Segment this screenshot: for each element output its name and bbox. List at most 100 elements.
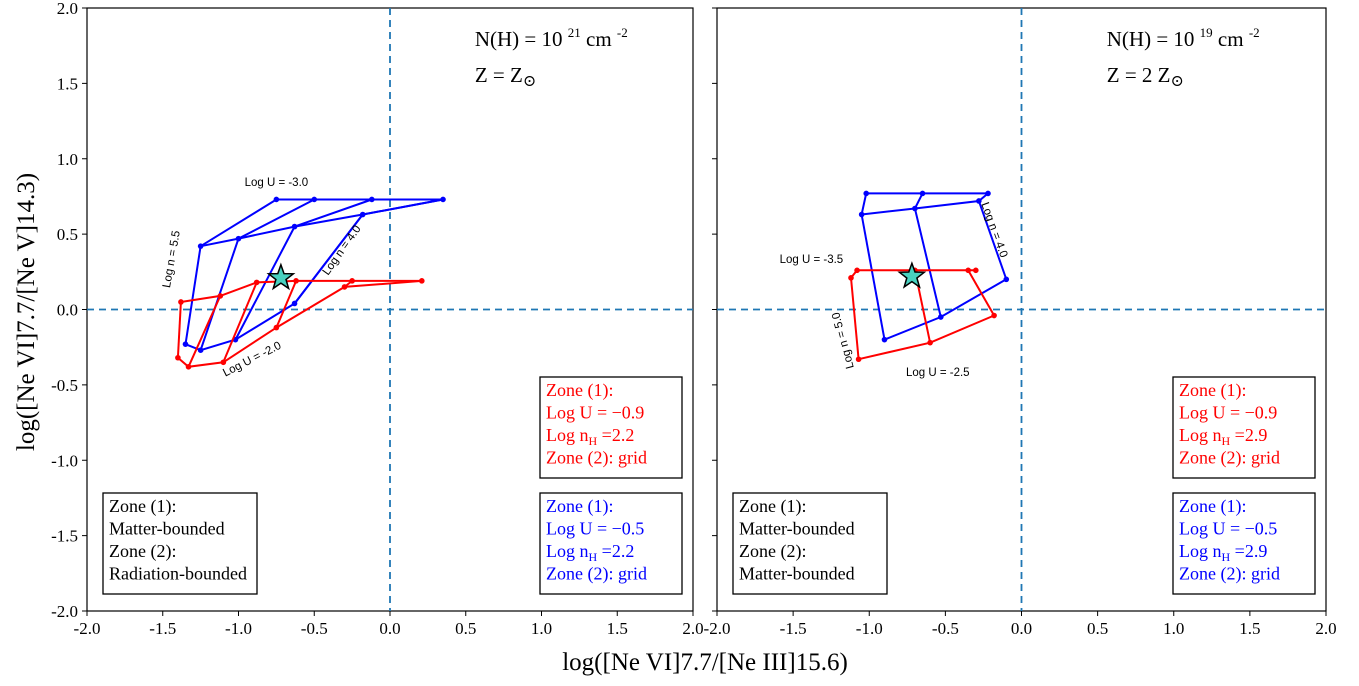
grid-annotation: Log U = -3.5	[780, 254, 844, 266]
x-tick-label: 0.0	[379, 619, 400, 638]
grid-point-red	[185, 363, 192, 370]
legend-subscript: H	[1222, 550, 1231, 564]
solar-symbol: ⊙	[523, 73, 536, 90]
grid-point-blue	[863, 190, 870, 197]
grid-line-red	[177, 279, 422, 368]
metallicity-label: Z = Z⊙	[475, 63, 536, 90]
grid-line-blue	[977, 200, 1008, 280]
x-tick-label: -1.0	[225, 619, 252, 638]
grid-line-red	[187, 295, 222, 368]
grid-point-blue	[291, 223, 298, 230]
legend-line: Zone (2):	[739, 541, 806, 562]
x-tick-label: -0.5	[932, 619, 959, 638]
observed-star-marker	[897, 261, 927, 289]
legend-line: Zone (1):	[1179, 496, 1246, 517]
legend-line: Log U = −0.5	[1179, 519, 1277, 539]
grid-point-red	[927, 339, 933, 346]
solar-symbol: ⊙	[1171, 73, 1184, 90]
legend-box-lower-left	[102, 492, 258, 595]
grid-annotation: Log n = 4.0	[978, 201, 1009, 259]
y-axis-label: log([Ne VI]7.7/[Ne V]14.3)	[13, 173, 40, 451]
grid-line-blue	[860, 192, 988, 215]
legend-box-lower-right	[539, 492, 683, 595]
grid-point-red	[349, 278, 355, 284]
legend-line: Log nH =2.9	[1179, 425, 1267, 448]
legend-line: Zone (1):	[1179, 380, 1246, 401]
grid-point-blue	[359, 211, 366, 218]
legend-line: Log nH =2.2	[546, 541, 634, 564]
column-density-prefix: N(H) = 10	[1107, 27, 1200, 51]
y-tick-label: 0.0	[57, 301, 78, 320]
metallicity-label: Z = 2 Z⊙	[1107, 63, 1184, 90]
metallicity-text: Z = Z	[475, 63, 523, 87]
grid-point-blue	[440, 196, 446, 203]
grid-line-blue	[860, 214, 886, 340]
legend-line: Log U = −0.9	[546, 403, 644, 423]
grid-point-blue	[938, 314, 944, 320]
grid-point-blue	[1003, 276, 1010, 283]
grid-point-red	[973, 267, 979, 274]
y-tick-label: -2.0	[51, 602, 78, 621]
grid-point-red	[855, 356, 862, 363]
grid-point-blue	[273, 196, 280, 203]
column-density-prefix: N(H) = 10	[475, 27, 568, 51]
grid-point-red	[965, 267, 972, 274]
legend-line: Zone (2):	[109, 541, 176, 562]
grid-line-red	[850, 277, 860, 360]
x-tick-label: 1.0	[1163, 619, 1184, 638]
y-tick-label: -1.5	[51, 527, 78, 546]
x-tick-label: 0.0	[1011, 619, 1032, 638]
grid-point-red	[848, 275, 854, 281]
x-tick-label: 2.0	[1315, 619, 1336, 638]
grid-point-red	[419, 278, 425, 284]
y-tick-label: 0.5	[57, 225, 78, 244]
x-tick-label: -2.0	[74, 619, 101, 638]
x-tick-label: -1.5	[149, 619, 176, 638]
legend-line: Log U = −0.5	[546, 519, 644, 539]
legend-text: =2.2	[597, 541, 634, 561]
column-density-unit-exponent: -2	[1249, 25, 1260, 40]
y-tick-label: 1.0	[57, 150, 78, 169]
column-density-unit: cm	[1213, 27, 1249, 51]
column-density-unit: cm	[581, 27, 617, 51]
legend-line: Log U = −0.9	[1179, 403, 1277, 423]
legend-line: Zone (1):	[546, 380, 613, 401]
grid-line-blue	[234, 198, 373, 341]
grid-line-blue	[861, 192, 989, 216]
grid-point-red	[253, 279, 260, 286]
column-density-exponent: 19	[1200, 25, 1213, 40]
x-tick-label: 1.0	[531, 619, 552, 638]
metallicity-text: Z = 2 Z	[1107, 63, 1171, 87]
x-tick-label: 0.5	[1087, 619, 1108, 638]
grid-point-blue	[291, 300, 298, 307]
legend-text: =2.9	[1230, 541, 1267, 561]
grid-point-blue	[182, 341, 189, 347]
legend-text: =2.2	[597, 425, 634, 445]
grid-point-blue	[311, 196, 318, 203]
grid-point-blue	[858, 211, 865, 218]
legend-line: Zone (1):	[739, 496, 806, 517]
grid-annotation: Log n = 4.0	[321, 223, 364, 277]
grid-annotation: Log n = 5.0	[830, 311, 857, 370]
right-panel: -2.0 -1.5 -1.0 -0.5 0.0 0.5 1.0 1.5 2.0 Log U = -…	[704, 7, 1337, 638]
x-tick-label: -1.0	[856, 619, 883, 638]
y-tick-label: 2.0	[57, 0, 78, 18]
y-tick-label: -0.5	[51, 376, 78, 395]
grid-line-blue	[293, 198, 444, 305]
x-tick-label: 1.5	[607, 619, 628, 638]
x-tick-label: 0.5	[455, 619, 476, 638]
grid-annotation: Log U = -3.0	[245, 177, 309, 189]
left-panel: -2.0 -1.5 -1.0 -0.5 0.0 0.5 1.0 1.5 2.0 -2.0 -1.5 -…	[51, 0, 704, 638]
column-density-unit-exponent: -2	[617, 25, 628, 40]
legend-text: Log n	[546, 425, 589, 445]
x-tick-label: 1.5	[1239, 619, 1260, 638]
legend-box-lower-right	[1172, 492, 1316, 595]
legend-line: Matter-bounded	[739, 564, 855, 584]
x-tick-label: -2.0	[704, 619, 731, 638]
legend-line: Matter-bounded	[739, 519, 855, 539]
grid-point-blue	[919, 190, 926, 197]
x-tick-label: 2.0	[682, 619, 703, 638]
legend-text: Log n	[1179, 425, 1222, 445]
y-tick-label: -1.0	[51, 451, 78, 470]
